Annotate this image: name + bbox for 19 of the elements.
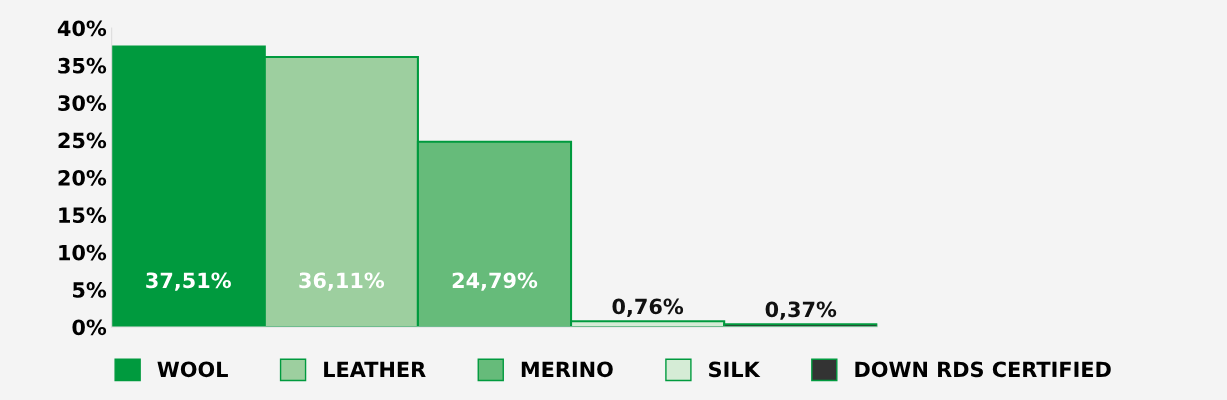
data-label: 0,76% (612, 298, 684, 317)
legend-label: SILK (709, 361, 761, 378)
legend-label: DOWN RDS CERTIFIED (855, 361, 1111, 378)
legend-label: WOOL (157, 361, 228, 378)
y-tick-label: 40% (57, 20, 107, 37)
y-tick-label: 0% (72, 319, 107, 336)
y-tick-label: 5% (73, 282, 107, 298)
y-tick-label: 25% (58, 132, 107, 149)
data-label: 37,51% (146, 272, 231, 291)
legend-label: LEATHER (324, 361, 426, 377)
data-label: 36,11% (299, 272, 385, 291)
y-tick-label: 30% (58, 95, 107, 111)
y-tick-label: 35% (58, 57, 107, 74)
y-tick-label: 10% (59, 244, 107, 261)
y-tick-label: 20% (58, 169, 107, 186)
data-label: 0,37% (765, 301, 837, 320)
data-label: 24,79% (452, 272, 538, 291)
y-tick-label: 15% (59, 207, 107, 224)
legend-label: MERINO (521, 361, 613, 378)
